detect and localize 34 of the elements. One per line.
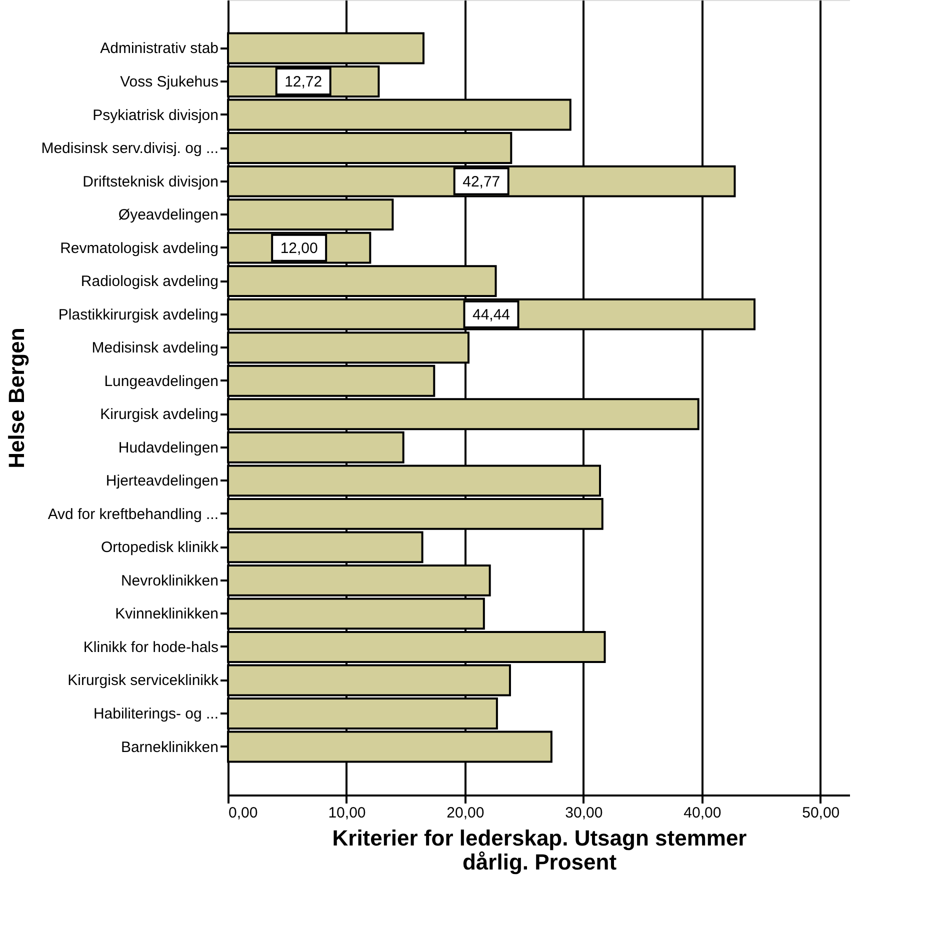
y-tick-label: Kvinneklinikken	[115, 606, 218, 623]
y-tick-label: Kirurgisk serviceklinikk	[68, 672, 219, 690]
x-tick-label: 50,00	[802, 804, 840, 822]
data-label: 12,00	[280, 240, 318, 257]
y-tick-label: Plastikkirurgisk avdeling	[58, 306, 218, 324]
y-tick-label: Avd for kreftbehandling ...	[48, 506, 218, 523]
y-tick-label: Radiologisk avdeling	[80, 273, 218, 290]
y-tick-label: Ortopedisk klinikk	[100, 539, 219, 556]
x-tick-label: 30,00	[565, 804, 603, 822]
y-axis-title: Helse Bergen	[4, 328, 30, 468]
y-tick-label: Barneklinikken	[120, 738, 218, 756]
data-label: 12,72	[284, 73, 322, 90]
y-tick-label: Medisinsk avdeling	[92, 340, 218, 357]
y-tick-label: Administrativ stab	[100, 40, 218, 58]
x-tick-label: 20,00	[446, 804, 484, 822]
x-axis-title: Kriterier for lederskap. Utsagn stemmer dårlig. Prosent	[332, 826, 748, 874]
y-tick-label: Øyeavdelingen	[118, 206, 218, 224]
y-tick-label: Hjerteavdelingen	[106, 472, 218, 490]
y-tick-label: Kirurgisk avdeling	[100, 406, 218, 424]
x-tick-label: 40,00	[684, 804, 722, 822]
y-tick-label: Habiliterings- og ...	[93, 706, 218, 723]
x-tick-label: 0,00	[228, 804, 258, 822]
y-tick-label: Medisinsk serv.divisj. og ...	[41, 140, 218, 158]
y-tick-label: Revmatologisk avdeling	[60, 240, 218, 257]
y-tick-label: Voss Sjukehus	[120, 73, 218, 90]
x-tick-label: 10,00	[328, 804, 366, 822]
y-tick-label: Klinikk for hode-hals	[83, 638, 218, 656]
y-tick-label: Nevroklinikken	[120, 572, 218, 590]
data-label: 42,77	[462, 173, 500, 190]
y-tick-label: Hudavdelingen	[118, 439, 218, 456]
y-tick-label: Lungeavdelingen	[104, 372, 218, 390]
data-label: 44,44	[472, 306, 510, 324]
y-tick-label: Psykiatrisk divisjon	[92, 106, 218, 124]
y-tick-label: Driftsteknisk divisjon	[82, 173, 218, 190]
